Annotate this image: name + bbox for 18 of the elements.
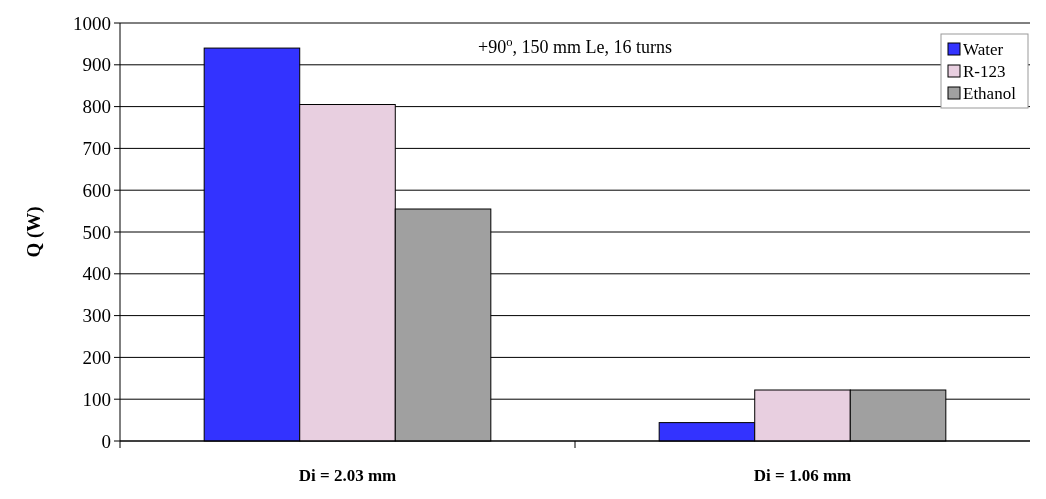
y-tick-label: 600 (82, 179, 111, 201)
x-tick-label: Di = 1.06 mm (753, 466, 852, 485)
y-tick-label: 900 (82, 54, 111, 76)
annotation: +90$^{o}$, 150 mm Le, 16 turns (478, 35, 672, 57)
legend-label: R-123 (963, 61, 1006, 81)
y-tick-label: 0 (101, 430, 111, 452)
legend-label: Ethanol (963, 83, 1017, 103)
y-tick-label: 1000 (73, 12, 111, 34)
y-tick-label: 500 (82, 221, 111, 243)
y-tick-label: 800 (82, 96, 111, 118)
y-tick-label: 100 (82, 388, 111, 410)
y-tick-label: 200 (82, 347, 111, 369)
y-axis-title: Q (W) (23, 206, 45, 258)
y-tick-label: 300 (82, 305, 111, 327)
y-tick-label: 400 (82, 263, 111, 285)
legend-label: Water (963, 39, 1004, 59)
y-tick-label: 700 (82, 138, 111, 160)
x-tick-label: Di = 2.03 mm (298, 466, 397, 485)
